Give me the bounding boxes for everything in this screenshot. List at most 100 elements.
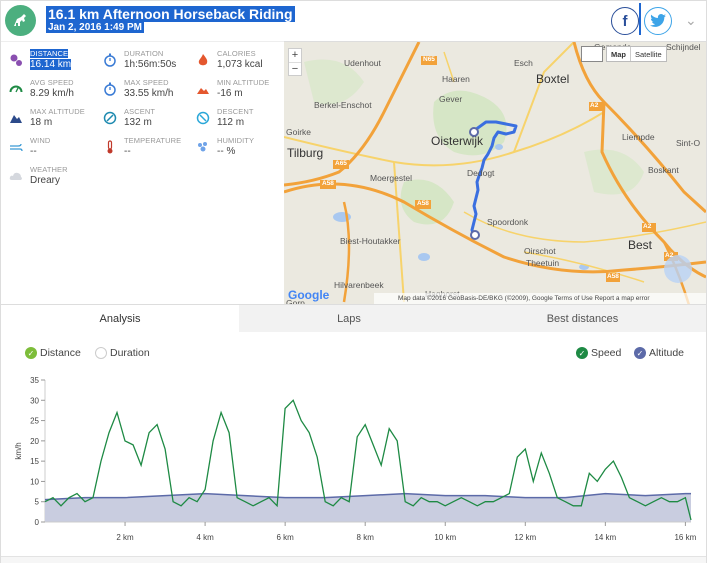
stat-value: 132 m [124, 117, 152, 128]
y-tick-label: 10 [30, 477, 39, 486]
altitude-toggle-label: Altitude [649, 347, 685, 359]
stat-label: HUMIDITY [217, 136, 255, 145]
stat-value: -- % [217, 146, 236, 157]
share-divider [639, 3, 641, 35]
map-canvas[interactable] [284, 42, 706, 304]
x-tick-label: 8 km [357, 533, 375, 542]
map-place-label: Boskant [648, 165, 679, 175]
map-place-label: Gever [439, 94, 463, 104]
stat-calories: CALORIES 1,073 kcal [188, 47, 278, 75]
stat-wind: WIND -- [1, 134, 91, 162]
analysis-tabs: Analysis Laps Best distances [1, 304, 706, 333]
stat-value: 1,073 kcal [217, 59, 263, 70]
road-shield-label: A58 [607, 272, 619, 280]
road-shield-label: A65 [335, 159, 347, 167]
y-tick-label: 35 [30, 376, 39, 385]
map-place-label: Tilburg [287, 146, 324, 160]
thermometer-icon [107, 140, 113, 154]
panel-footer [1, 556, 706, 563]
zoom-out-button[interactable]: − [291, 63, 299, 75]
route-map[interactable]: Udenhout Esch Haaren Boxtel Berkel-Enschot Ge… [284, 41, 706, 304]
stat-label: MAX SPEED [124, 78, 169, 87]
unchecked-circle-icon [95, 347, 107, 359]
humidity-icon [198, 142, 207, 152]
distance-pin-icon [10, 54, 22, 66]
fullscreen-button[interactable] [581, 46, 603, 62]
facebook-share-button[interactable]: f [611, 7, 639, 35]
map-place-label: Oirschot [524, 246, 556, 256]
stat-value: -- [30, 146, 37, 157]
zoom-control: + − [288, 48, 302, 76]
stat-value: -16 m [217, 88, 243, 99]
map-place-label: Esch [514, 58, 533, 68]
road-shield-label: A2 [665, 251, 674, 259]
ascent-icon [103, 111, 117, 125]
x-tick-label: 16 km [674, 533, 696, 542]
horse-icon [14, 14, 26, 26]
tab-best-distances[interactable]: Best distances [546, 313, 619, 325]
check-icon: ✓ [25, 347, 37, 359]
stat-label: TEMPERATURE [124, 136, 182, 145]
y-tick-label: 15 [30, 457, 39, 466]
map-attribution[interactable]: Map data ©2016 GeoBasis-DE/BKG (©2009), … [374, 293, 706, 304]
tab-laps[interactable]: Laps [337, 313, 361, 325]
map-place-label: Schijndel [666, 42, 701, 52]
stat-descent: DESCENT 112 m [188, 105, 278, 133]
road-shield-label: A58 [322, 179, 334, 187]
map-place-label: Udenhout [344, 58, 381, 68]
map-place-label: Liempde [622, 132, 655, 142]
google-logo-text: Google [288, 288, 330, 302]
map-place-label: Haaren [442, 74, 470, 84]
map-place-label: Moergestel [370, 173, 413, 183]
stat-label: CALORIES [217, 49, 256, 58]
flame-icon [198, 54, 208, 66]
stat-weather: WEATHER Dreary [1, 163, 91, 191]
twitter-icon [650, 14, 666, 27]
y-tick-label: 20 [30, 437, 39, 446]
speed-altitude-chart[interactable]: 0 5 10 15 20 25 30 35 km/h 2 km 4 km 6 km 8 km 10 km 1… [1, 332, 706, 556]
twitter-share-button[interactable] [644, 7, 672, 35]
x-tick-label: 6 km [276, 533, 294, 542]
map-type-satellite-button[interactable]: Satellite [635, 50, 662, 59]
stat-humidity: HUMIDITY -- % [188, 134, 278, 162]
distance-toggle[interactable]: ✓ Distance [25, 346, 81, 360]
tab-analysis[interactable]: Analysis [1, 305, 239, 333]
altitude-area [45, 493, 691, 522]
expand-chevron-icon[interactable]: ⌄ [685, 12, 697, 28]
stat-label: WEATHER [30, 165, 68, 174]
speed-toggle[interactable]: ✓ Speed [576, 346, 621, 360]
stat-value: 33.55 km/h [124, 88, 174, 99]
activity-date: Jan 2, 2016 1:49 PM [46, 22, 144, 33]
check-icon: ✓ [576, 347, 588, 359]
stat-value: 112 m [217, 117, 245, 128]
x-tick-label: 2 km [116, 533, 134, 542]
map-place-label: Best [628, 238, 653, 252]
stat-avg-speed: AVG SPEED 8.29 km/h [1, 76, 91, 104]
activity-header: 16.1 km Afternoon Horseback Riding Jan 2… [1, 1, 706, 41]
duration-toggle-label: Duration [110, 347, 150, 359]
cloud-icon [9, 172, 22, 180]
stopwatch-icon [104, 53, 116, 67]
map-place-label: Biest-Houtakker [340, 236, 401, 246]
horse-logo [5, 5, 36, 36]
stat-value: 16.14 km [30, 59, 72, 70]
stopwatch-icon [104, 82, 116, 96]
y-axis-label: km/h [14, 442, 23, 459]
map-place-label: Dedogt [467, 168, 495, 178]
stat-value: -- [124, 146, 131, 157]
map-place-label: Oisterwijk [431, 134, 484, 148]
map-place-label: Theetuin [526, 258, 560, 268]
map-type-map-button[interactable]: Map [607, 47, 631, 61]
zoom-in-button[interactable]: + [289, 49, 301, 63]
altitude-line [44, 492, 691, 501]
stat-duration: DURATION 1h:56m:50s [95, 47, 185, 75]
altitude-toggle[interactable]: ✓ Altitude [634, 346, 684, 360]
descent-icon [196, 111, 210, 125]
duration-toggle[interactable]: Duration [95, 346, 150, 360]
stat-label: AVG SPEED [30, 78, 74, 87]
y-tick-label: 5 [35, 498, 40, 507]
stat-value: 8.29 km/h [30, 88, 74, 99]
stat-max-altitude: MAX ALTITUDE 18 m [1, 105, 91, 133]
y-tick-label: 30 [30, 396, 39, 405]
road-shield-label: A58 [417, 199, 429, 207]
